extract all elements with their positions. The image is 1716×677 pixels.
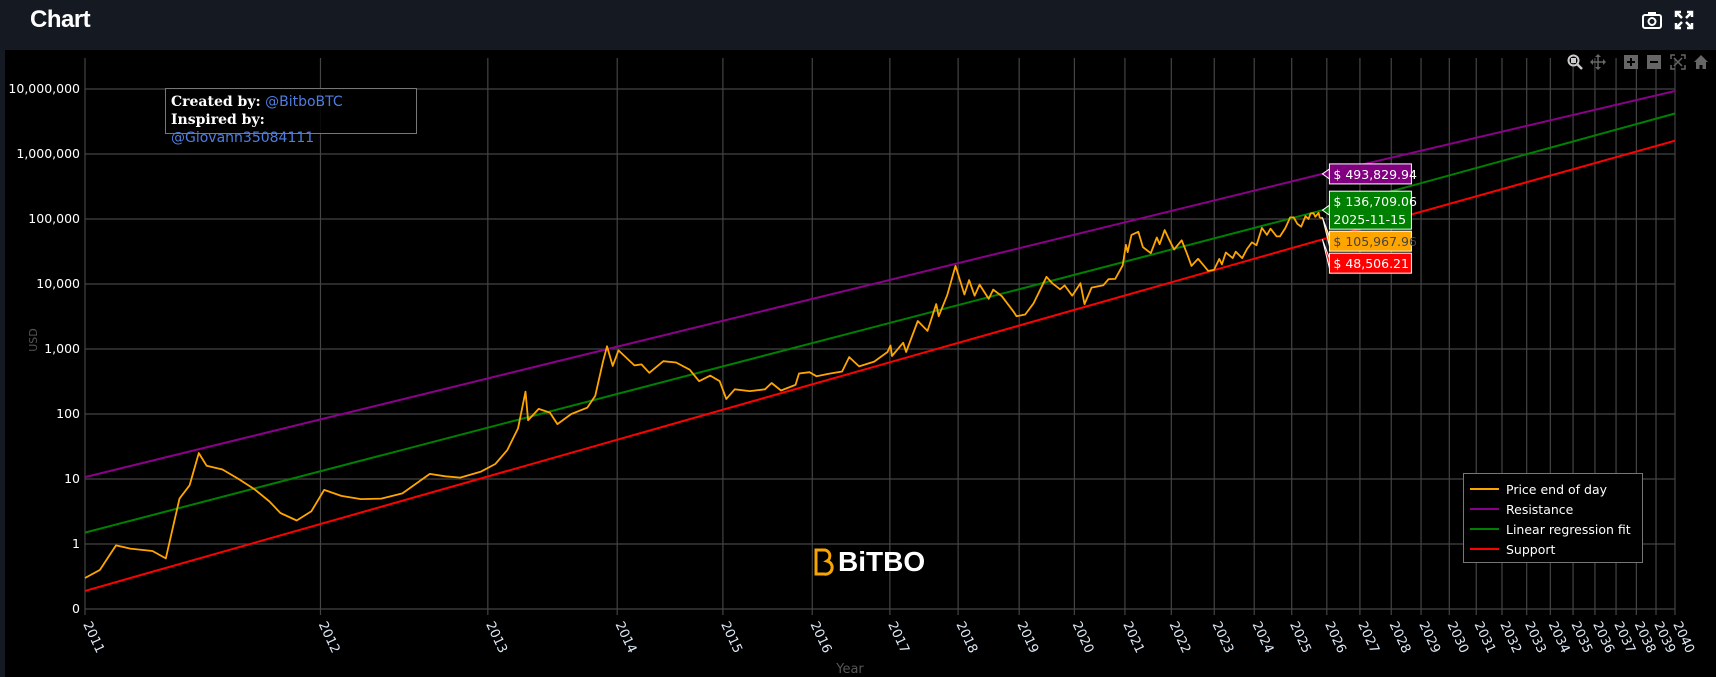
y-tick-label: 1,000 (44, 341, 80, 356)
autoscale-icon[interactable] (1670, 54, 1686, 70)
hover-pointer (1321, 204, 1330, 217)
bitbo-logo: BiTBO (814, 546, 925, 577)
x-tick-label: 2022 (1166, 619, 1194, 655)
inspired-by-label: Inspired by: (171, 112, 265, 128)
legend-swatch (1470, 488, 1499, 490)
x-tick-label: 2021 (1119, 619, 1147, 655)
hover-label-linear-regression-fit: $ 136,709.06 2025-11-15 (1321, 190, 1417, 230)
y-tick-label: 0 (72, 601, 80, 616)
fullscreen-icon[interactable] (1673, 9, 1695, 31)
y-tick-label: 100,000 (28, 211, 80, 226)
x-tick-label: 2025 (1286, 619, 1314, 655)
series-line-linear-regression-fit (84, 112, 1676, 534)
hover-value: $ 493,829.94 (1333, 167, 1417, 182)
x-tick-label: 2029 (1415, 619, 1443, 655)
series-line-support (84, 139, 1676, 592)
x-tick-label: 2013 (482, 619, 510, 655)
x-tick-label: 2032 (1496, 619, 1524, 655)
x-tick-label: 2031 (1471, 619, 1499, 655)
reset-axes-icon[interactable] (1693, 54, 1709, 70)
x-tick-label: 2026 (1321, 619, 1349, 655)
hover-value: $ 105,967.96 (1333, 234, 1417, 249)
pan-icon[interactable] (1590, 54, 1606, 70)
zoom-icon[interactable] (1567, 54, 1583, 70)
camera-icon[interactable] (1641, 9, 1663, 31)
hover-date: 2025-11-15 (1333, 212, 1406, 227)
x-tick-label: 2018 (952, 619, 980, 655)
credit-annotation: Created by: @BitboBTC Inspired by: @Giov… (165, 88, 417, 146)
x-tick-label: 2023 (1209, 619, 1237, 655)
inspired-by-handle[interactable]: @Giovann35084111 (171, 130, 315, 146)
x-tick-label: 2015 (717, 619, 745, 655)
hover-label-resistance: $ 493,829.94 (1321, 163, 1417, 185)
series-line-price-end-of-day (84, 211, 1323, 579)
x-tick-label: 2028 (1386, 619, 1414, 655)
x-tick-label: 2024 (1249, 619, 1277, 655)
y-tick-label: 10,000 (36, 276, 80, 291)
hover-label-price-end-of-day: $ 105,967.96 (1321, 217, 1417, 252)
legend-swatch (1470, 508, 1499, 510)
x-axis-label: Year (835, 662, 864, 677)
y-tick-label: 1,000,000 (16, 146, 80, 161)
y-tick-label: 100 (56, 406, 80, 421)
hover-box (1328, 252, 1412, 274)
hover-label-support: $ 48,506.21 (1321, 239, 1412, 274)
zoom-out-icon[interactable] (1646, 54, 1662, 70)
x-tick-label: 2012 (315, 619, 343, 655)
x-tick-label: 2030 (1444, 619, 1472, 655)
page-title: Chart (30, 6, 91, 33)
hover-value: $ 136,709.06 (1333, 194, 1417, 209)
x-tick-label: 2027 (1354, 619, 1382, 655)
legend-swatch (1470, 548, 1499, 550)
y-axis-label: USD (27, 328, 40, 352)
legend-item-regression[interactable]: Linear regression fit (1470, 519, 1642, 539)
x-tick-label: 2011 (79, 619, 107, 655)
legend-item-price[interactable]: Price end of day (1470, 479, 1642, 499)
x-tick-label: 2019 (1014, 619, 1042, 655)
legend-item-support[interactable]: Support (1470, 539, 1642, 559)
y-tick-label: 10,000,000 (8, 81, 80, 96)
legend-swatch (1470, 528, 1499, 530)
legend-item-resistance[interactable]: Resistance (1470, 499, 1642, 519)
legend: Price end of day Resistance Linear regre… (1463, 473, 1643, 563)
x-tick-label: 2014 (612, 619, 640, 655)
y-tick-label: 1 (72, 536, 80, 551)
header-bar: Chart (0, 0, 1716, 50)
created-by-handle[interactable]: @BitboBTC (265, 94, 343, 110)
x-tick-label: 2016 (807, 619, 835, 655)
zoom-in-icon[interactable] (1623, 54, 1639, 70)
created-by-label: Created by: (171, 94, 261, 110)
hover-box (1328, 230, 1412, 252)
x-tick-label: 2020 (1069, 619, 1097, 655)
hover-pointer (1321, 167, 1330, 180)
y-tick-label: 10 (64, 471, 80, 486)
svg-text:BiTBO: BiTBO (838, 546, 925, 577)
hover-box (1328, 163, 1412, 185)
x-tick-label: 2017 (884, 619, 912, 655)
hover-value: $ 48,506.21 (1333, 256, 1409, 271)
hover-box (1328, 190, 1412, 230)
